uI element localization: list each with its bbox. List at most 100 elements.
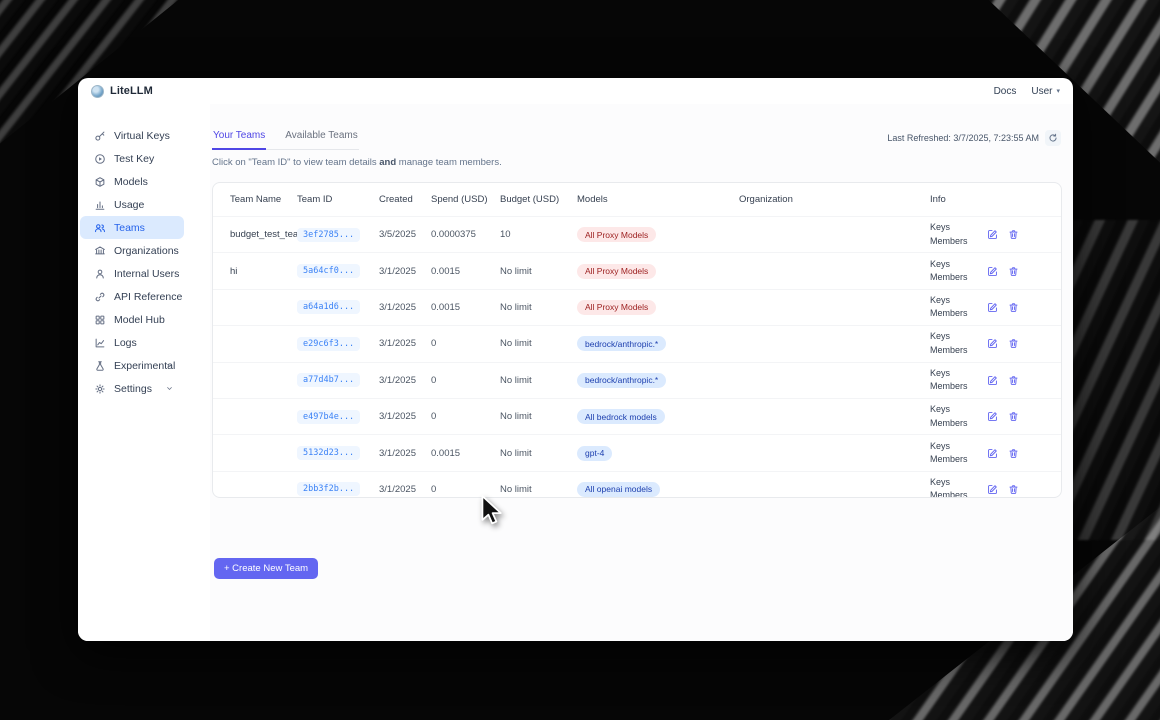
info-cell: Keys Members: [930, 367, 987, 394]
edit-team-button[interactable]: [987, 266, 998, 277]
models-cell: All openai models: [577, 481, 739, 497]
team-id-link[interactable]: a77d4b7...: [297, 373, 361, 388]
sidebar-item-experimental[interactable]: Experimental: [80, 354, 184, 377]
team-id-link[interactable]: 2bb3f2b...: [297, 482, 361, 497]
sidebar-item-label: Logs: [114, 336, 137, 349]
tab-list: Your Teams Available Teams: [212, 128, 359, 150]
brand-name: LiteLLM: [110, 85, 153, 97]
info-cell: Keys Members: [930, 476, 987, 498]
docs-link[interactable]: Docs: [993, 85, 1017, 97]
sidebar-item-logs[interactable]: Logs: [80, 331, 184, 354]
team-id-cell: 5132d23...: [297, 446, 379, 461]
info-line[interactable]: Keys: [930, 331, 951, 342]
edit-team-button[interactable]: [987, 338, 998, 349]
info-line[interactable]: Members: [930, 417, 968, 428]
refresh-button[interactable]: [1045, 130, 1061, 146]
sidebar-item-api-reference[interactable]: API Reference: [80, 285, 184, 308]
sidebar-item-label: Virtual Keys: [114, 129, 170, 142]
box-icon: [94, 176, 106, 188]
user-menu[interactable]: User ▾: [1031, 86, 1060, 97]
sidebar-item-organizations[interactable]: Organizations: [80, 239, 184, 262]
sidebar-item-model-hub[interactable]: Model Hub: [80, 308, 184, 331]
row-actions: [987, 448, 1061, 459]
row-actions: [987, 229, 1061, 240]
team-id-link[interactable]: 3ef2785...: [297, 227, 361, 242]
edit-team-button[interactable]: [987, 375, 998, 386]
sidebar-item-usage[interactable]: Usage: [80, 193, 184, 216]
team-id-link[interactable]: e497b4e...: [297, 409, 361, 424]
edit-team-button[interactable]: [987, 229, 998, 240]
app-window: LiteLLM Docs User ▾ Virtual Keys Test Key…: [78, 78, 1073, 641]
sidebar-item-test-key[interactable]: Test Key: [80, 147, 184, 170]
info-cell: Keys Members: [930, 294, 987, 321]
sidebar-item-models[interactable]: Models: [80, 170, 184, 193]
team-id-link[interactable]: a64a1d6...: [297, 300, 361, 315]
column-header-info: Info: [930, 194, 946, 205]
sidebar-item-virtual-keys[interactable]: Virtual Keys: [80, 124, 184, 147]
sidebar-item-label: Teams: [114, 221, 145, 234]
info-line[interactable]: Members: [930, 235, 968, 246]
created-cell: 3/1/2025: [379, 374, 416, 386]
info-line[interactable]: Keys: [930, 367, 951, 378]
info-line[interactable]: Keys: [930, 294, 951, 305]
info-line[interactable]: Members: [930, 454, 968, 465]
delete-team-button[interactable]: [1008, 375, 1019, 386]
sidebar-item-settings[interactable]: Settings: [80, 377, 184, 400]
info-line[interactable]: Keys: [930, 440, 951, 451]
created-cell: 3/1/2025: [379, 483, 416, 495]
info-cell: Keys Members: [930, 403, 987, 430]
info-line[interactable]: Keys: [930, 404, 951, 415]
team-id-link[interactable]: 5a64cf0...: [297, 264, 361, 279]
table-row: budget_test_team3ef2785... 3/5/2025 0.0000…: [213, 216, 1061, 252]
info-line[interactable]: Members: [930, 381, 968, 392]
models-cell: All Proxy Models: [577, 299, 739, 315]
team-id-cell: a64a1d6...: [297, 300, 379, 315]
brand: LiteLLM: [91, 84, 153, 98]
team-id-cell: a77d4b7...: [297, 373, 379, 388]
edit-team-button[interactable]: [987, 302, 998, 313]
tab-available-teams[interactable]: Available Teams: [285, 130, 358, 141]
info-line[interactable]: Keys: [930, 258, 951, 269]
row-actions: [987, 338, 1061, 349]
main-content: Your Teams Available Teams Last Refreshed…: [210, 104, 1073, 641]
edit-team-button[interactable]: [987, 484, 998, 495]
models-badge: All openai models: [577, 481, 661, 497]
budget-cell: No limit: [500, 265, 532, 277]
edit-team-button[interactable]: [987, 448, 998, 459]
edit-icon: [987, 266, 998, 277]
delete-team-button[interactable]: [1008, 411, 1019, 422]
create-new-team-button[interactable]: + Create New Team: [214, 558, 319, 579]
link-icon: [94, 291, 106, 303]
edit-team-button[interactable]: [987, 411, 998, 422]
delete-team-button[interactable]: [1008, 338, 1019, 349]
delete-team-button[interactable]: [1008, 229, 1019, 240]
delete-team-button[interactable]: [1008, 266, 1019, 277]
sidebar-item-internal-users[interactable]: Internal Users: [80, 262, 184, 285]
column-header-organization: Organization: [739, 194, 793, 205]
info-line[interactable]: Members: [930, 490, 968, 498]
table-row: 5132d23... 3/1/2025 0.0015 No limit gpt-4 Key…: [213, 434, 1061, 470]
team-id-link[interactable]: e29c6f3...: [297, 336, 361, 351]
sidebar-item-label: Organizations: [114, 244, 179, 257]
bar-chart-icon: [94, 199, 106, 211]
created-cell: 3/1/2025: [379, 338, 416, 350]
info-line[interactable]: Members: [930, 344, 968, 355]
trash-icon: [1008, 302, 1019, 313]
edit-icon: [987, 338, 998, 349]
delete-team-button[interactable]: [1008, 302, 1019, 313]
info-line[interactable]: Keys: [930, 222, 951, 233]
team-id-link[interactable]: 5132d23...: [297, 446, 361, 461]
gear-icon: [94, 383, 106, 395]
line-chart-icon: [94, 337, 106, 349]
column-header-created: Created: [379, 194, 413, 205]
created-cell: 3/1/2025: [379, 447, 416, 459]
tab-your-teams[interactable]: Your Teams: [212, 128, 267, 150]
sidebar-item-teams[interactable]: Teams: [80, 216, 184, 239]
delete-team-button[interactable]: [1008, 448, 1019, 459]
info-line[interactable]: Keys: [930, 476, 951, 487]
info-line[interactable]: Members: [930, 272, 968, 283]
budget-cell: 10: [500, 229, 511, 241]
info-line[interactable]: Members: [930, 308, 968, 319]
last-refreshed-text: Last Refreshed: 3/7/2025, 7:23:55 AM: [887, 133, 1039, 143]
delete-team-button[interactable]: [1008, 484, 1019, 495]
